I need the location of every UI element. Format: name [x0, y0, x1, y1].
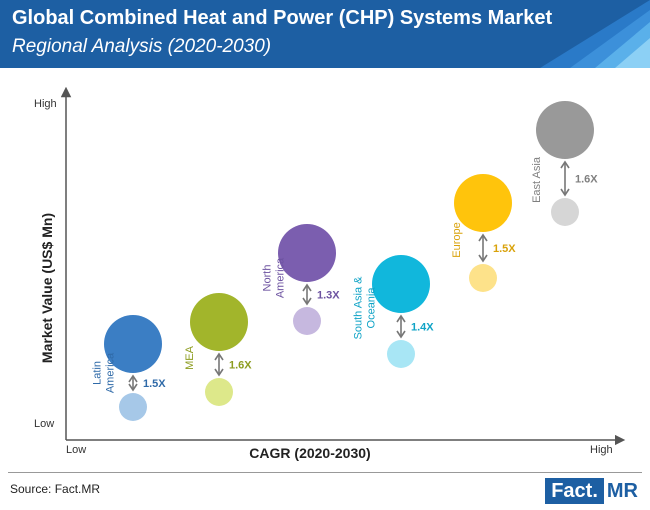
- bubble-2020-east-asia: [551, 198, 579, 226]
- region-label-mea: MEA: [184, 345, 196, 370]
- growth-arrowhead-up-east-asia: [560, 160, 570, 169]
- growth-arrowhead-up-south-asia-oceania: [396, 314, 406, 323]
- region-label-east-asia: East Asia: [531, 156, 543, 203]
- growth-arrowhead-up-mea: [214, 352, 224, 361]
- growth-arrowhead-down-east-asia: [560, 188, 570, 197]
- region-label-south-asia-oceania: South Asia &Oceania: [353, 276, 378, 340]
- growth-arrowhead-up-north-america: [302, 283, 312, 292]
- growth-multiplier-europe: 1.5X: [493, 243, 516, 255]
- region-label-north-america: NorthAmerica: [262, 257, 287, 298]
- x-low-label: Low: [66, 444, 86, 456]
- footer-divider: [8, 472, 642, 473]
- growth-arrowhead-down-mea: [214, 368, 224, 377]
- source-note: Source: Fact.MR: [10, 482, 101, 496]
- y-high-label: High: [34, 98, 57, 110]
- growth-multiplier-east-asia: 1.6X: [575, 174, 598, 186]
- bubble-chart: High Low Low High CAGR (2020-2030) Marke…: [34, 86, 626, 461]
- growth-multiplier-north-america: 1.3X: [317, 290, 340, 302]
- bubble-2030-north-america: [278, 224, 336, 282]
- bubble-2030-south-asia-oceania: [372, 255, 430, 313]
- growth-arrowhead-down-latin-america: [128, 383, 138, 392]
- chart-title: Global Combined Heat and Power (CHP) Sys…: [12, 7, 553, 29]
- growth-multiplier-mea: 1.6X: [229, 360, 252, 372]
- growth-arrowhead-up-europe: [478, 233, 488, 242]
- region-label-latin-america: LatinAmerica: [92, 352, 117, 393]
- x-high-label: High: [590, 444, 613, 456]
- bubble-layer: 1.5X LatinAmerica 1.6X MEA 1.3X NorthAmerica 1…: [92, 101, 598, 421]
- bubble-2020-south-asia-oceania: [387, 340, 415, 368]
- brand-logo: Fact. MR: [545, 478, 640, 504]
- growth-arrowhead-down-south-asia-oceania: [396, 330, 406, 339]
- growth-arrowhead-up-latin-america: [128, 374, 138, 383]
- growth-multiplier-south-asia-oceania: 1.4X: [411, 322, 434, 334]
- growth-multiplier-latin-america: 1.5X: [143, 378, 166, 390]
- x-axis-title: CAGR (2020-2030): [249, 445, 370, 461]
- header-decoration-stripes: [540, 0, 650, 68]
- brand-logo-part-b: MR: [606, 480, 638, 502]
- y-low-label: Low: [34, 418, 54, 430]
- bubble-2030-europe: [454, 174, 512, 232]
- bubble-2020-mea: [205, 378, 233, 406]
- growth-arrowhead-down-europe: [478, 254, 488, 263]
- bubble-2030-east-asia: [536, 101, 594, 159]
- region-label-europe: Europe: [451, 222, 463, 257]
- bubble-2020-north-america: [293, 307, 321, 335]
- bubble-2020-europe: [469, 264, 497, 292]
- bubble-2030-mea: [190, 293, 248, 351]
- growth-arrowhead-down-north-america: [302, 297, 312, 306]
- y-axis-title: Market Value (US$ Mn): [39, 213, 55, 363]
- brand-logo-part-a: Fact.: [545, 478, 604, 504]
- bubble-2030-latin-america: [104, 315, 162, 373]
- bubble-2020-latin-america: [119, 393, 147, 421]
- chart-header: Global Combined Heat and Power (CHP) Sys…: [0, 0, 650, 68]
- chart-subtitle: Regional Analysis (2020-2030): [12, 36, 272, 57]
